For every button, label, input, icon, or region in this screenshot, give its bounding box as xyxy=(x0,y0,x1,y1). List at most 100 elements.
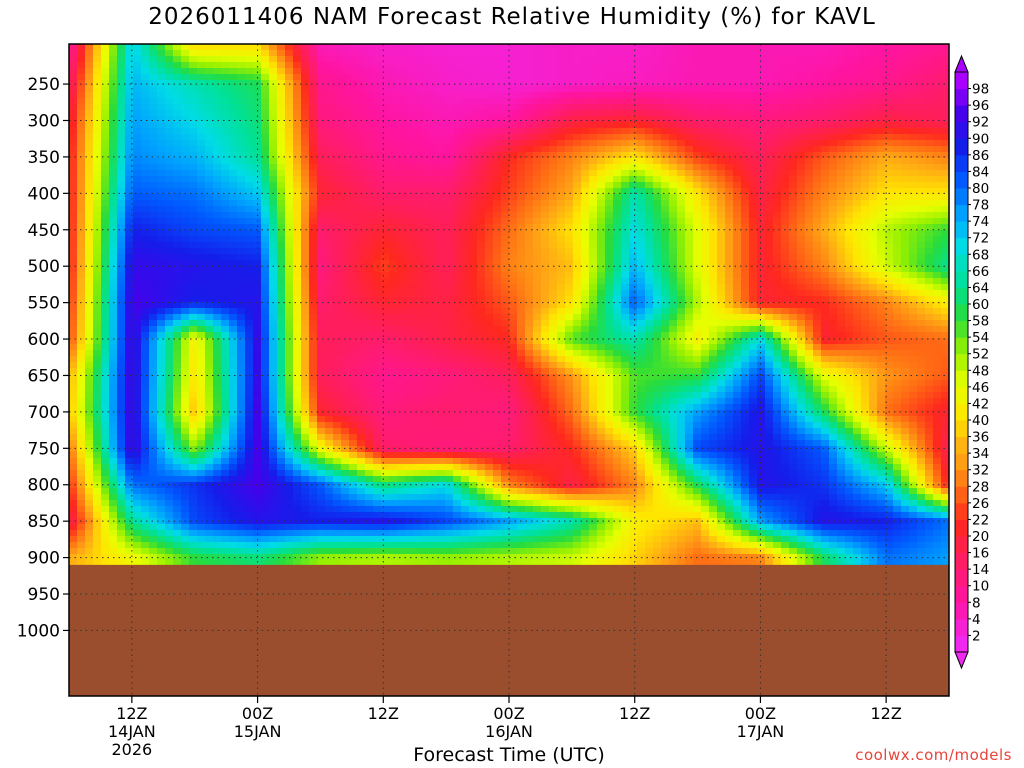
rh-cell xyxy=(141,74,150,81)
rh-cell xyxy=(765,134,774,141)
rh-cell xyxy=(541,116,550,123)
rh-cell xyxy=(797,170,806,177)
rh-cell xyxy=(317,134,326,141)
rh-cell xyxy=(397,80,406,87)
rh-cell xyxy=(197,212,206,219)
rh-cell xyxy=(117,182,126,189)
rh-cell xyxy=(341,212,350,219)
rh-cell xyxy=(317,68,326,75)
rh-cell xyxy=(85,62,94,69)
rh-cell xyxy=(901,92,910,99)
rh-cell xyxy=(165,284,174,291)
rh-cell xyxy=(805,248,814,255)
rh-cell xyxy=(821,44,830,51)
rh-cell xyxy=(837,62,846,69)
rh-cell xyxy=(285,200,294,207)
rh-cell xyxy=(125,236,134,243)
rh-cell xyxy=(85,206,94,213)
rh-cell xyxy=(85,140,94,147)
rh-cell xyxy=(429,206,438,213)
rh-cell xyxy=(365,266,374,273)
rh-cell xyxy=(581,50,590,57)
rh-cell xyxy=(445,164,454,171)
rh-cell xyxy=(397,218,406,225)
rh-cell xyxy=(389,74,398,81)
rh-cell xyxy=(541,254,550,261)
rh-cell xyxy=(213,152,222,159)
rh-cell xyxy=(653,146,662,153)
rh-cell xyxy=(717,224,726,231)
rh-cell xyxy=(149,128,158,135)
rh-cell xyxy=(101,50,110,57)
rh-cell xyxy=(381,314,390,321)
rh-cell xyxy=(325,230,334,237)
rh-cell xyxy=(269,248,278,255)
rh-cell xyxy=(813,128,822,135)
rh-cell xyxy=(149,206,158,213)
rh-cell xyxy=(213,92,222,99)
rh-cell xyxy=(221,278,230,285)
rh-cell xyxy=(645,290,654,297)
rh-cell xyxy=(389,134,398,141)
rh-cell xyxy=(925,140,934,147)
rh-cell xyxy=(493,248,502,255)
rh-cell xyxy=(645,266,654,273)
rh-cell xyxy=(509,272,518,279)
rh-cell xyxy=(261,260,270,267)
rh-cell xyxy=(557,230,566,237)
rh-cell xyxy=(301,74,310,81)
rh-cell xyxy=(413,74,422,81)
rh-cell xyxy=(693,248,702,255)
rh-cell xyxy=(229,92,238,99)
rh-cell xyxy=(685,176,694,183)
rh-cell xyxy=(445,188,454,195)
rh-cell xyxy=(757,290,766,297)
rh-cell xyxy=(405,194,414,201)
rh-cell xyxy=(221,170,230,177)
rh-cell xyxy=(541,110,550,117)
rh-cell xyxy=(309,296,318,303)
rh-cell xyxy=(381,284,390,291)
rh-cell xyxy=(613,146,622,153)
rh-cell xyxy=(773,266,782,273)
rh-cell xyxy=(125,122,134,129)
rh-cell xyxy=(205,314,214,321)
rh-cell xyxy=(357,44,366,51)
rh-cell xyxy=(69,260,78,267)
rh-cell xyxy=(109,254,118,261)
rh-cell xyxy=(93,146,102,153)
rh-cell xyxy=(85,164,94,171)
rh-cell xyxy=(541,164,550,171)
rh-cell xyxy=(309,212,318,219)
rh-cell xyxy=(133,158,142,165)
rh-cell xyxy=(549,152,558,159)
rh-cell xyxy=(653,224,662,231)
rh-cell xyxy=(229,98,238,105)
rh-cell xyxy=(901,104,910,111)
rh-cell xyxy=(757,284,766,291)
rh-cell xyxy=(477,218,486,225)
rh-cell xyxy=(821,164,830,171)
rh-cell xyxy=(269,128,278,135)
rh-cell xyxy=(733,74,742,81)
rh-cell xyxy=(181,236,190,243)
rh-cell xyxy=(701,182,710,189)
rh-cell xyxy=(493,290,502,297)
rh-cell xyxy=(741,56,750,63)
rh-cell xyxy=(901,284,910,291)
rh-cell xyxy=(149,56,158,63)
rh-cell xyxy=(725,194,734,201)
rh-cell xyxy=(741,140,750,147)
rh-cell xyxy=(437,254,446,261)
rh-cell xyxy=(149,242,158,249)
rh-cell xyxy=(885,296,894,303)
rh-cell xyxy=(93,134,102,141)
rh-cell xyxy=(293,212,302,219)
rh-cell xyxy=(797,206,806,213)
rh-cell xyxy=(69,68,78,75)
rh-cell xyxy=(557,122,566,129)
rh-cell xyxy=(453,152,462,159)
rh-cell xyxy=(325,290,334,297)
rh-cell xyxy=(109,122,118,129)
rh-cell xyxy=(141,218,150,225)
